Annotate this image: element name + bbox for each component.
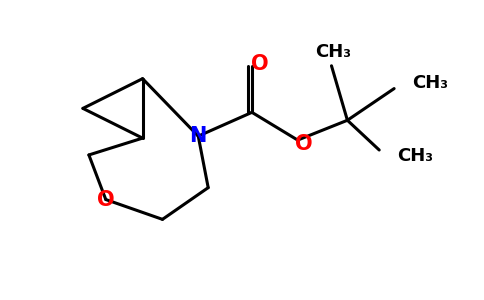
Text: CH₃: CH₃: [397, 147, 433, 165]
Text: O: O: [97, 190, 115, 209]
Text: CH₃: CH₃: [412, 74, 448, 92]
Text: N: N: [190, 126, 207, 146]
Text: O: O: [251, 54, 269, 74]
Text: CH₃: CH₃: [316, 43, 351, 61]
Text: O: O: [295, 134, 313, 154]
